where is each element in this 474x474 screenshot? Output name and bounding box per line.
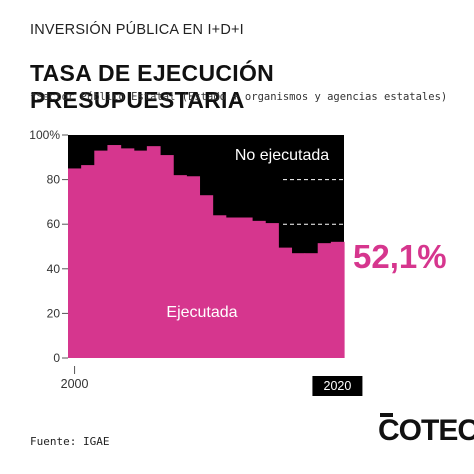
chart-subtitle: *Sector Público Estatal (Estado + organi… (30, 91, 448, 103)
executed-bar-2007 (160, 155, 174, 358)
executed-bar-2008 (173, 175, 187, 358)
executed-bar-2017 (291, 253, 306, 358)
y-tick-label: 40 (47, 262, 61, 276)
source-note: Fuente: IGAE (30, 435, 110, 448)
chart-supertitle: INVERSIÓN PÚBLICA EN I+D+I (30, 22, 244, 38)
executed-bar-2019 (317, 243, 332, 358)
executed-bar-2005 (133, 150, 148, 358)
chart-title: TASA DE EJECUCIÓN PRESUPUESTARIA (30, 60, 275, 113)
x-tick-label-first: 2000 (61, 377, 89, 391)
reference-lines (283, 179, 344, 225)
executed-bar-2006 (146, 146, 161, 358)
y-tick-label: 60 (47, 217, 61, 231)
executed-bar-2013 (238, 217, 253, 358)
y-tick-label: 100% (29, 128, 60, 142)
logo-accent (380, 413, 393, 417)
y-tick-label: 20 (47, 306, 61, 320)
executed-bar-2003 (107, 145, 122, 358)
highlight-value: 52,1% (353, 238, 447, 275)
y-tick-label: 80 (47, 173, 61, 187)
executed-bar-2020 (330, 241, 345, 358)
executed-bar-2011 (212, 215, 227, 358)
executed-bar-2014 (252, 220, 266, 358)
executed-bar-2001 (81, 165, 95, 358)
series-label-executed: Ejecutada (166, 304, 237, 321)
executed-bar-2000 (68, 168, 82, 358)
executed-bar-2002 (94, 150, 109, 358)
executed-bars (68, 145, 345, 358)
y-tick-label: 0 (53, 351, 60, 365)
executed-bar-2009 (186, 176, 201, 358)
executed-bar-2004 (120, 148, 135, 358)
axes: 0 20 40 60 80 100% 2000 2020 (29, 128, 363, 396)
x-tick-highlight-box (312, 376, 363, 396)
executed-bar-2018 (304, 253, 319, 358)
executed-bar-2012 (225, 217, 240, 358)
executed-bar-2010 (199, 195, 214, 358)
executed-bar-2016 (278, 247, 293, 358)
cotec-logo: COTEC (378, 414, 474, 447)
series-label-not-executed: No ejecutada (235, 147, 329, 164)
x-tick-label-last: 2020 (324, 379, 352, 393)
executed-bar-2015 (265, 223, 279, 358)
